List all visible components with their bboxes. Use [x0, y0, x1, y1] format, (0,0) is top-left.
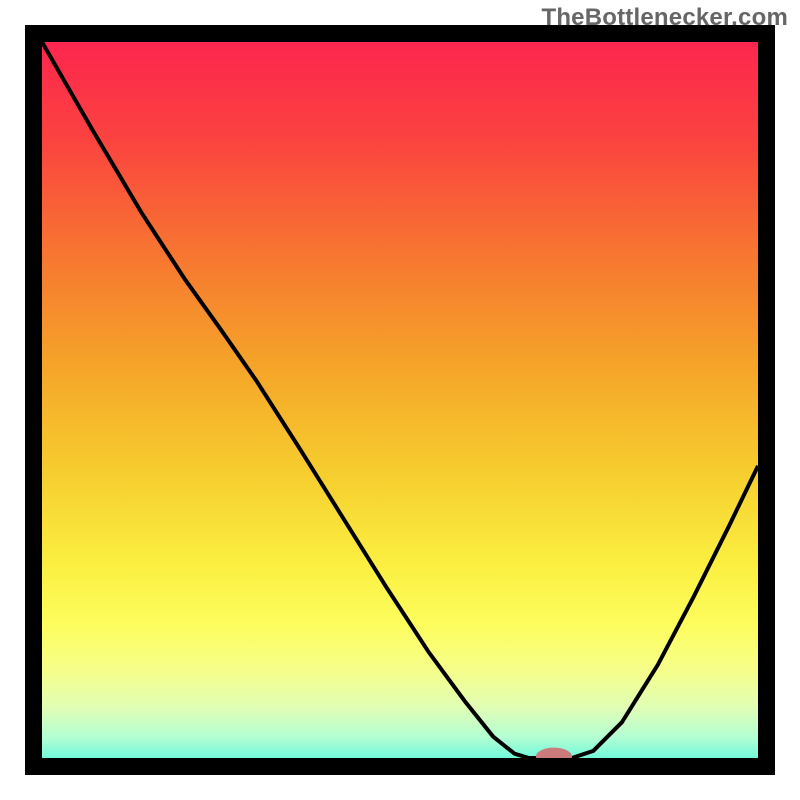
bottleneck-chart [0, 0, 800, 800]
watermark-text: TheBottlenecker.com [541, 4, 788, 32]
gradient-background [25, 25, 775, 775]
